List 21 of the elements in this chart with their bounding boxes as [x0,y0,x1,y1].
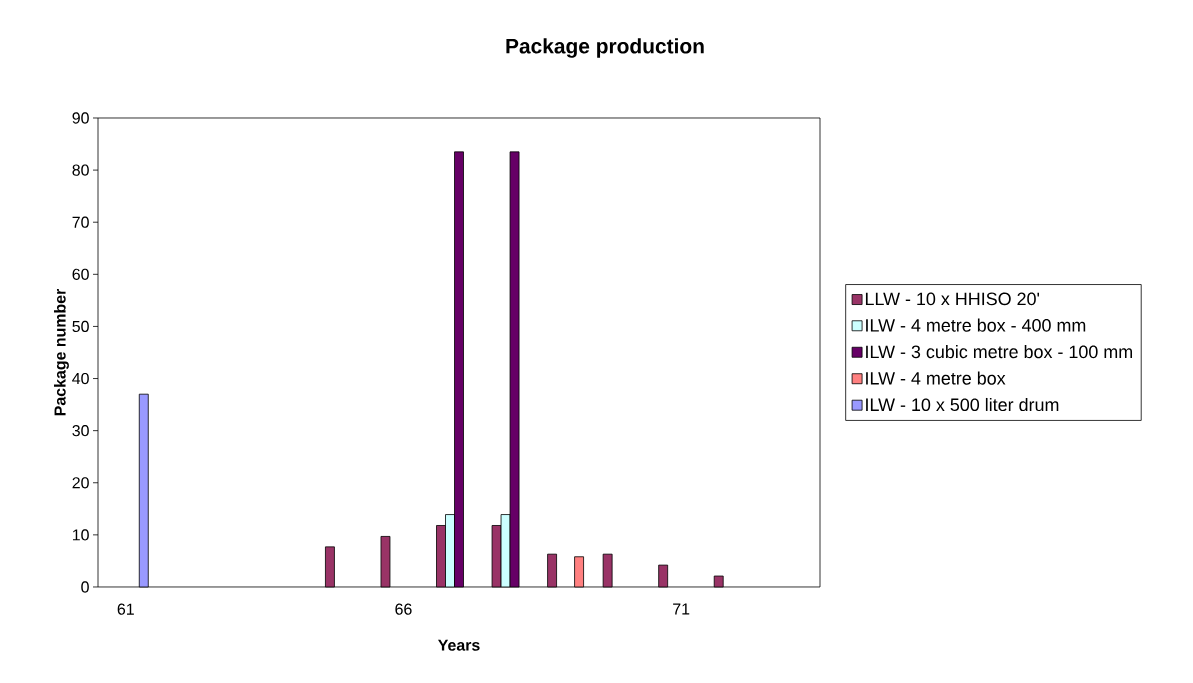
legend-label: ILW - 3 cubic metre box - 100 mm [866,345,1133,359]
y-tick-label: 30 [72,425,89,437]
y-tick-label: 90 [72,112,89,124]
y-tick-label: 20 [72,477,89,489]
y-tick-label: 10 [72,529,89,541]
legend-label: ILW - 10 x 500 liter drum [866,397,1059,412]
y-tick-label: 80 [72,164,89,176]
x-axis-title: Years [438,639,480,651]
y-tick-label: 40 [72,372,89,385]
x-tick-label: 66 [395,603,412,615]
chart-title: Package production [506,38,704,58]
y-tick-label: 70 [72,216,89,228]
y-axis-title: Package number [53,288,69,416]
legend-label: ILW - 4 metre box [866,371,1006,385]
legend-label: ILW - 4 metre box - 400 mm [866,318,1086,332]
legend-label: LLW - 10 x HHISO 20' [865,292,1040,306]
y-tick-label: 0 [81,581,89,593]
y-tick-label: 60 [72,268,89,280]
y-tick-label: 50 [72,320,89,333]
x-tick-label: 71 [673,603,690,615]
x-tick-label: 61 [117,603,134,615]
